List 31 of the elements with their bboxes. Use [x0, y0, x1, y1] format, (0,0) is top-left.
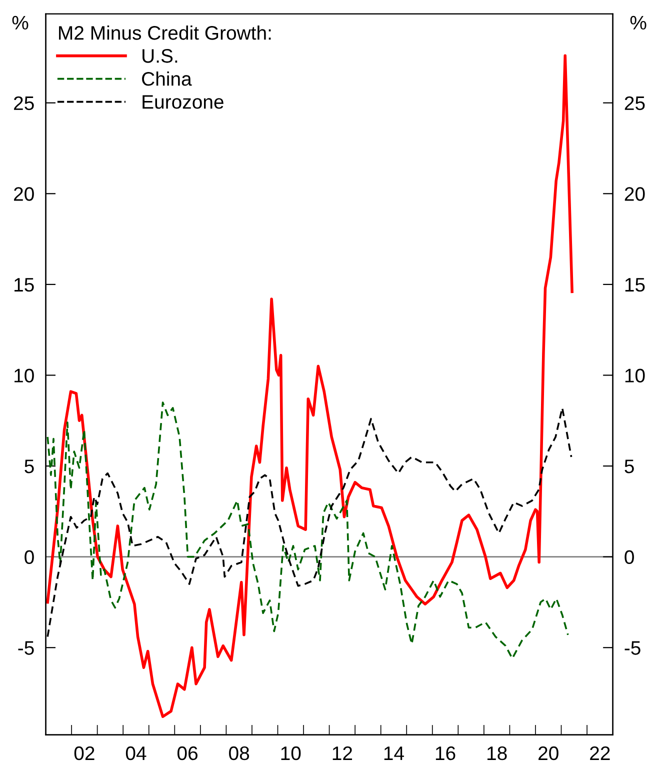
y-tick-label: -5	[18, 641, 34, 655]
x-tick-label: 18	[487, 746, 507, 760]
y2-tick-label: 15	[625, 278, 645, 292]
y-tick-label: 10	[14, 368, 34, 382]
y-tick-label: 20	[14, 187, 34, 201]
x-tick-label: 16	[436, 746, 456, 760]
y-tick-label: 15	[14, 278, 34, 292]
y2-tick-label: 10	[625, 368, 645, 382]
y2-tick-label: 0	[624, 550, 634, 564]
y2-axis-title: %	[630, 16, 646, 30]
y2-tick-label: 20	[624, 187, 645, 201]
x-tick-label: 22	[590, 746, 610, 760]
x-tick-label: 08	[229, 746, 250, 760]
y-tick-label: 25	[14, 96, 34, 110]
x-tick-label: 04	[126, 746, 146, 760]
legend-label: China	[142, 72, 192, 86]
x-tick-label: 06	[177, 746, 198, 760]
x-tick-label: 20	[538, 746, 558, 760]
legend-label: Eurozone	[142, 95, 224, 109]
legend-label: U.S.	[142, 49, 178, 63]
legend-title: M2 Minus Credit Growth:	[59, 26, 271, 40]
y2-tick-label: -5	[624, 641, 640, 655]
y2-tick-label: 25	[624, 96, 645, 110]
x-tick-label: 02	[74, 746, 94, 760]
y-tick-label: 0	[24, 550, 34, 564]
y-tick-label: 5	[24, 460, 34, 474]
x-tick-label: 12	[332, 746, 352, 760]
x-tick-label: 10	[281, 746, 301, 760]
y-axis-title: %	[12, 16, 28, 30]
y2-tick-label: 5	[624, 460, 634, 474]
x-tick-label: 14	[384, 746, 404, 760]
